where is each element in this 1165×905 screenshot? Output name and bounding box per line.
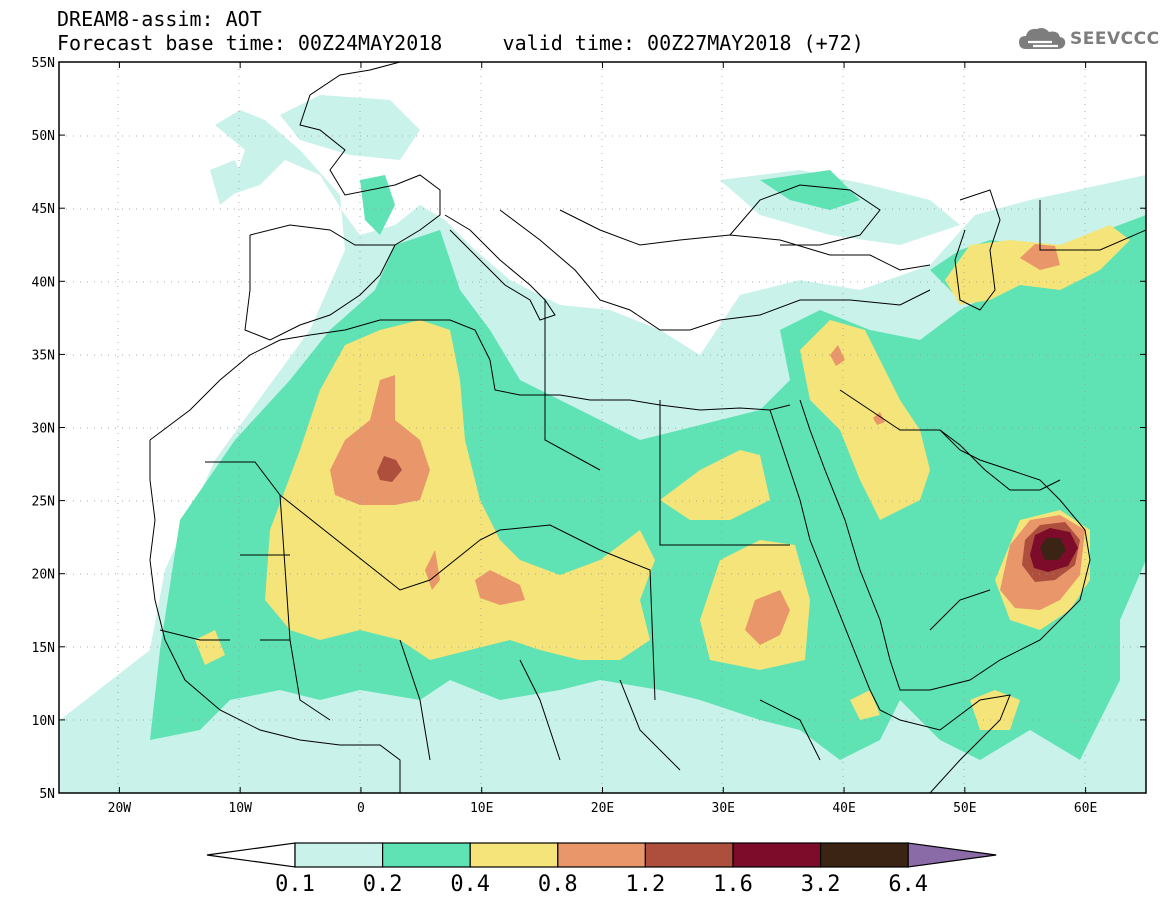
lat-tick-label: 20N [32, 568, 55, 583]
aot-level-0.8 [330, 375, 430, 505]
aot-level-0.8 [830, 345, 845, 366]
lat-tick-label: 25N [32, 495, 55, 510]
colorbar-label: 0.8 [538, 872, 578, 897]
colorbar-swatch [382, 842, 471, 868]
time-line: Forecast base time: 00Z24MAY2018 valid t… [57, 32, 864, 54]
lat-tick-label: 10N [32, 714, 55, 729]
cloud-icon [1019, 28, 1066, 49]
colorbar-label: 0.1 [275, 872, 315, 897]
valid-time-label: valid time: 00Z27MAY2018 (+72) [502, 31, 864, 55]
seevccc-logo: SEEVCCC [1018, 24, 1160, 54]
lat-tick-label: 45N [32, 202, 55, 217]
lat-tick-label: 5N [39, 787, 55, 802]
colorbar-label: 1.2 [626, 872, 666, 897]
colorbar-label: 3.2 [801, 872, 841, 897]
aot-level-1.2 [377, 456, 402, 482]
lon-tick-label: 30E [712, 801, 735, 816]
lon-tick-label: 40E [832, 801, 855, 816]
aot-level-0.8 [475, 570, 525, 605]
aot-level-0.1 [210, 160, 245, 205]
lat-tick-label: 55N [32, 56, 55, 71]
colorbar-swatch [294, 842, 384, 868]
colorbar-over-arrow [907, 842, 997, 868]
aot-level-0.4 [660, 450, 770, 520]
colorbar-under-arrow [206, 842, 296, 868]
aot-level-0.8 [873, 412, 885, 425]
colorbar-swatch [732, 842, 822, 868]
colorbar-swatch [644, 842, 734, 868]
aot-level-3.2 [1040, 538, 1066, 560]
lon-tick-label: 10W [228, 801, 252, 816]
colorbar-label: 0.4 [450, 872, 490, 897]
base-time-label: Forecast base time: 00Z24MAY2018 [57, 31, 443, 55]
chart-title: DREAM8-assim: AOT [57, 7, 262, 31]
aot-level-0.4 [850, 690, 880, 720]
lon-tick-label: 60E [1074, 801, 1097, 816]
lon-tick-label: 0 [357, 801, 365, 816]
lat-tick-label: 15N [32, 641, 55, 656]
colorbar: 0.1 0.2 0.4 0.8 1.2 1.6 3.2 6.4 [206, 842, 997, 897]
lat-tick-label: 35N [32, 348, 55, 363]
lat-tick-label: 30N [32, 422, 55, 437]
aot-level-0.4 [800, 320, 930, 520]
aot-level-0.1 [280, 95, 420, 160]
colorbar-swatch [557, 842, 646, 868]
aot-level-0.4 [265, 320, 655, 660]
map-grid [59, 62, 1146, 793]
colorbar-label: 0.2 [363, 872, 403, 897]
lon-tick-label: 50E [953, 801, 976, 816]
longitude-axis: 20W 10W 0 10E 20E 30E 40E 50E 60E [108, 62, 1097, 816]
lat-tick-label: 40N [32, 275, 55, 290]
aot-level-0.4 [195, 630, 225, 665]
colorbar-swatch [819, 842, 909, 868]
aot-level-0.8 [745, 590, 790, 645]
lon-tick-label: 20W [108, 801, 132, 816]
latitude-axis: 55N 50N 45N 40N 35N 30N 25N 20N 15N 10N 5N [32, 56, 1146, 802]
colorbar-swatch [469, 842, 559, 868]
aot-contours [59, 62, 1146, 793]
logo-text: SEEVCCC [1070, 29, 1160, 49]
lon-tick-label: 20E [591, 801, 614, 816]
lat-tick-label: 50N [32, 129, 55, 144]
aot-level-0.2 [760, 170, 860, 210]
lon-tick-label: 10E [470, 801, 493, 816]
colorbar-label: 1.6 [713, 872, 753, 897]
colorbar-label: 6.4 [888, 872, 928, 897]
coastlines [149, 62, 1146, 793]
